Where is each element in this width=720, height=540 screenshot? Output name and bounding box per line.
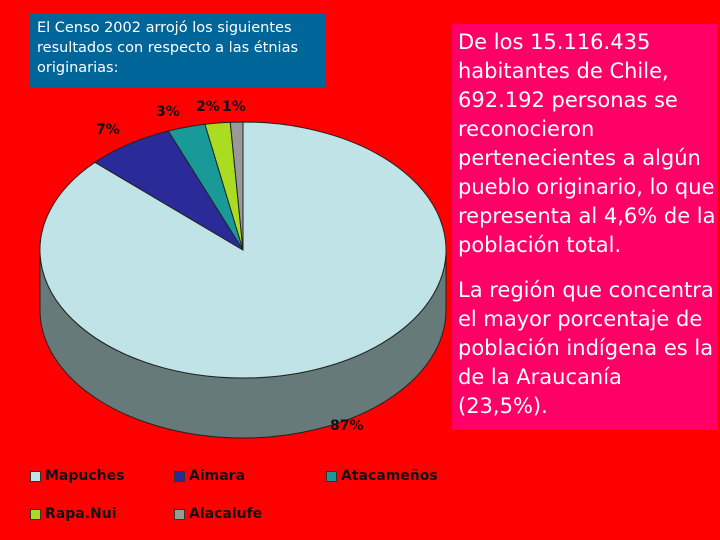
legend-label: Atacameños [341, 468, 438, 484]
legend-label: Alacalufe [189, 506, 263, 522]
info-paragraph-2: La región que concentra el mayor porcent… [458, 278, 714, 418]
legend-swatch [174, 508, 185, 520]
legend-item-atacameos: Atacameños [326, 468, 438, 484]
info-panel: De los 15.116.435 habitantes de Chile, 6… [452, 24, 718, 430]
legend-item-alacalufe: Alacalufe [174, 506, 262, 522]
legend-item-aimara: Aimara [174, 468, 245, 484]
pie-label-mapuches: 87% [330, 418, 364, 434]
chart-caption: El Censo 2002 arrojó los siguientes resu… [30, 14, 326, 88]
legend-label: Mapuches [45, 468, 125, 484]
legend-swatch [174, 470, 185, 482]
legend-label: Aimara [189, 468, 246, 484]
pie-slice-alacalufe [229, 121, 244, 251]
pie-label-alacalufe: 1% [222, 99, 246, 115]
legend-swatch [30, 508, 41, 520]
pie-label-aimara: 7% [96, 122, 120, 138]
info-paragraph-1: De los 15.116.435 habitantes de Chile, 6… [458, 30, 716, 257]
legend-swatch [30, 470, 41, 482]
pie-label-rapanui: 2% [196, 99, 220, 115]
chart-legend: Mapuches Aimara Atacameños Rapa.Nui Alacaluf… [24, 462, 454, 532]
legend-item-mapuches: Mapuches [30, 468, 124, 484]
legend-label: Rapa.Nui [45, 506, 117, 522]
pie-label-atacameos: 3% [156, 104, 180, 120]
legend-swatch [326, 470, 337, 482]
legend-item-rapanui: Rapa.Nui [30, 506, 117, 522]
